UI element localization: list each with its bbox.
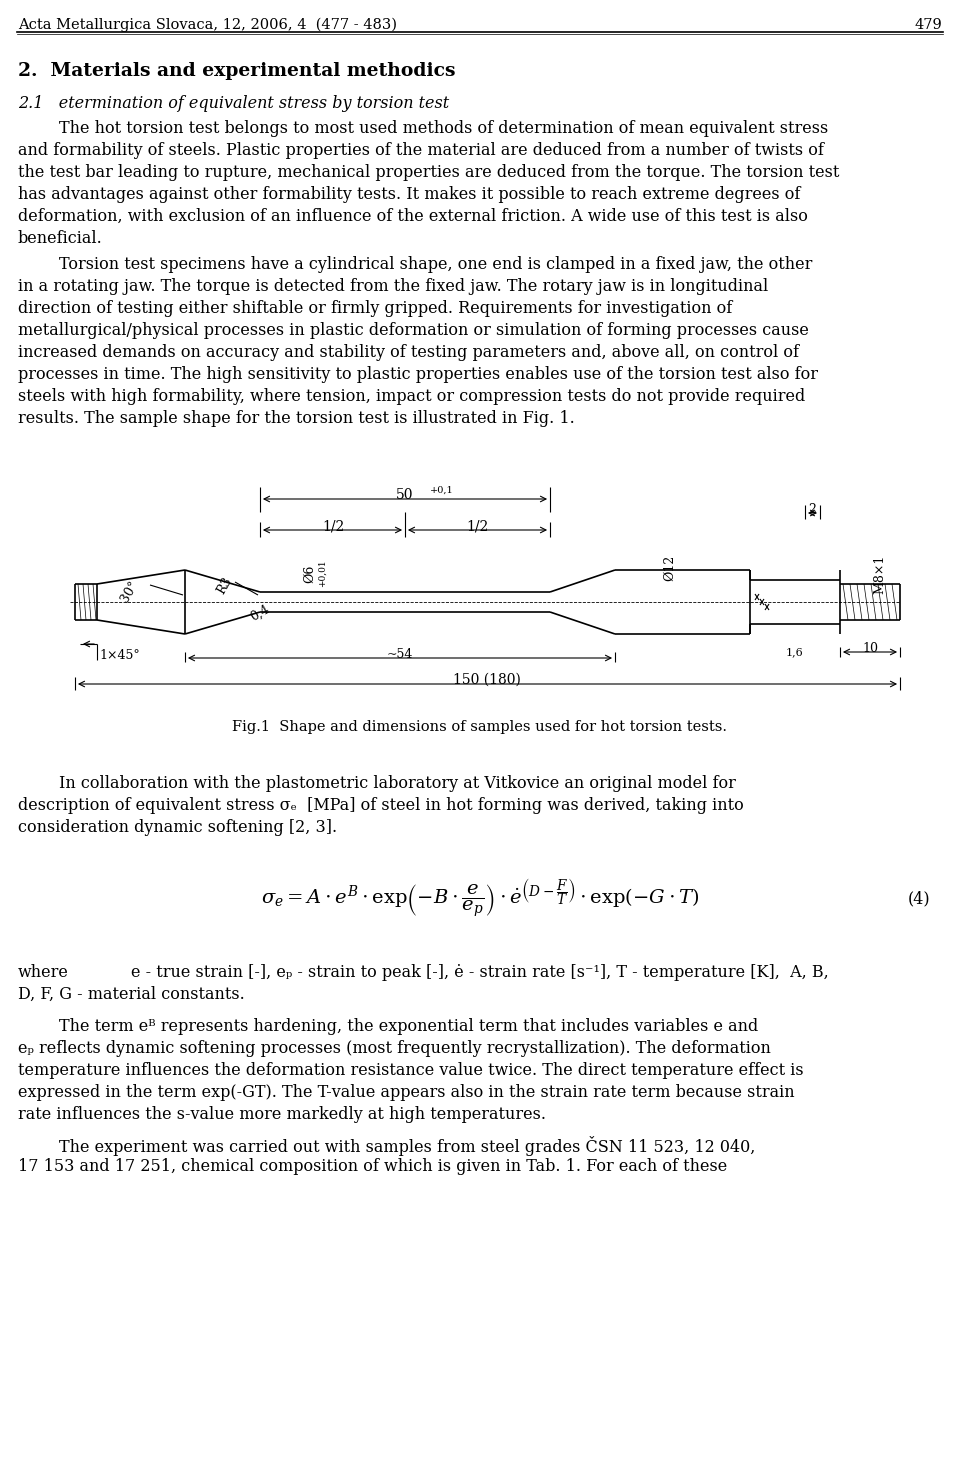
Text: and formability of steels. Plastic properties of the material are deduced from a: and formability of steels. Plastic prope…	[18, 141, 824, 159]
Text: where: where	[18, 963, 69, 981]
Text: The experiment was carried out with samples from steel grades ČSN 11 523, 12 040: The experiment was carried out with samp…	[18, 1136, 756, 1156]
Text: 2.  Materials and experimental methodics: 2. Materials and experimental methodics	[18, 62, 455, 80]
Text: e - true strain [-], eₚ - strain to peak [-], ė - strain rate [s⁻¹], T - tempera: e - true strain [-], eₚ - strain to peak…	[90, 963, 828, 981]
Text: R3: R3	[215, 574, 235, 597]
Text: Fig.1  Shape and dimensions of samples used for hot torsion tests.: Fig.1 Shape and dimensions of samples us…	[232, 720, 728, 734]
Text: beneficial.: beneficial.	[18, 230, 103, 247]
Text: 479: 479	[914, 18, 942, 32]
Text: steels with high formability, where tension, impact or compression tests do not : steels with high formability, where tens…	[18, 387, 805, 405]
Text: $\sigma_e = A \cdot e^B \cdot \exp\!\left(-B \cdot \dfrac{e}{e_p}\right) \cdot \: $\sigma_e = A \cdot e^B \cdot \exp\!\lef…	[261, 878, 699, 921]
Text: the test bar leading to rupture, mechanical properties are deduced from the torq: the test bar leading to rupture, mechani…	[18, 164, 839, 181]
Text: direction of testing either shiftable or firmly gripped. Requirements for invest: direction of testing either shiftable or…	[18, 300, 732, 317]
Text: results. The sample shape for the torsion test is illustrated in Fig. 1.: results. The sample shape for the torsio…	[18, 409, 575, 427]
Text: 1×45°: 1×45°	[100, 650, 140, 661]
Text: expressed in the term exp(-GT). The T-value appears also in the strain rate term: expressed in the term exp(-GT). The T-va…	[18, 1084, 795, 1100]
Text: increased demands on accuracy and stability of testing parameters and, above all: increased demands on accuracy and stabil…	[18, 345, 799, 361]
Text: 2: 2	[808, 502, 816, 516]
Text: 0,4: 0,4	[248, 602, 272, 623]
Text: The term eᴮ represents hardening, the exponential term that includes variables e: The term eᴮ represents hardening, the ex…	[18, 1018, 758, 1036]
Text: description of equivalent stress σₑ  [MPa] of steel in hot forming was derived, : description of equivalent stress σₑ [MPa…	[18, 797, 744, 815]
Text: processes in time. The high sensitivity to plastic properties enables use of the: processes in time. The high sensitivity …	[18, 365, 818, 383]
Text: Acta Metallurgica Slovaca, 12, 2006, 4  (477 - 483): Acta Metallurgica Slovaca, 12, 2006, 4 (…	[18, 18, 397, 32]
Text: rate influences the s-value more markedly at high temperatures.: rate influences the s-value more markedl…	[18, 1106, 546, 1122]
Text: 2.1   etermination of equivalent stress by torsion test: 2.1 etermination of equivalent stress by…	[18, 94, 449, 112]
Text: 10: 10	[862, 642, 878, 655]
Text: temperature influences the deformation resistance value twice. The direct temper: temperature influences the deformation r…	[18, 1062, 804, 1080]
Text: M8×1: M8×1	[874, 555, 886, 595]
Text: Torsion test specimens have a cylindrical shape, one end is clamped in a fixed j: Torsion test specimens have a cylindrica…	[18, 256, 812, 273]
Text: in a rotating jaw. The torque is detected from the fixed jaw. The rotary jaw is : in a rotating jaw. The torque is detecte…	[18, 278, 768, 295]
Text: has advantages against other formability tests. It makes it possible to reach ex: has advantages against other formability…	[18, 186, 801, 203]
Text: deformation, with exclusion of an influence of the external friction. A wide use: deformation, with exclusion of an influe…	[18, 208, 808, 225]
Text: 1/2: 1/2	[466, 518, 488, 533]
Text: The hot torsion test belongs to most used methods of determination of mean equiv: The hot torsion test belongs to most use…	[18, 119, 828, 137]
Text: consideration dynamic softening [2, 3].: consideration dynamic softening [2, 3].	[18, 819, 337, 837]
Text: eₚ reflects dynamic softening processes (most frequently recrystallization). The: eₚ reflects dynamic softening processes …	[18, 1040, 771, 1058]
Text: Ø12: Ø12	[663, 555, 677, 582]
Text: Ø6: Ø6	[303, 566, 317, 583]
Text: 1/2: 1/2	[322, 518, 344, 533]
Text: 150 (180): 150 (180)	[453, 673, 521, 686]
Text: +0,01: +0,01	[318, 558, 327, 586]
Text: +0,1: +0,1	[430, 486, 454, 495]
Text: 50: 50	[396, 488, 414, 502]
Text: metallurgical/physical processes in plastic deformation or simulation of forming: metallurgical/physical processes in plas…	[18, 323, 809, 339]
Text: D, F, G - material constants.: D, F, G - material constants.	[18, 985, 245, 1003]
Text: 30°: 30°	[119, 579, 141, 605]
Text: In collaboration with the plastometric laboratory at Vitkovice an original model: In collaboration with the plastometric l…	[18, 775, 736, 792]
Text: 17 153 and 17 251, chemical composition of which is given in Tab. 1. For each of: 17 153 and 17 251, chemical composition …	[18, 1158, 728, 1175]
Text: 1,6: 1,6	[786, 647, 804, 657]
Text: ~54: ~54	[387, 648, 413, 661]
Text: (4): (4)	[907, 891, 930, 907]
